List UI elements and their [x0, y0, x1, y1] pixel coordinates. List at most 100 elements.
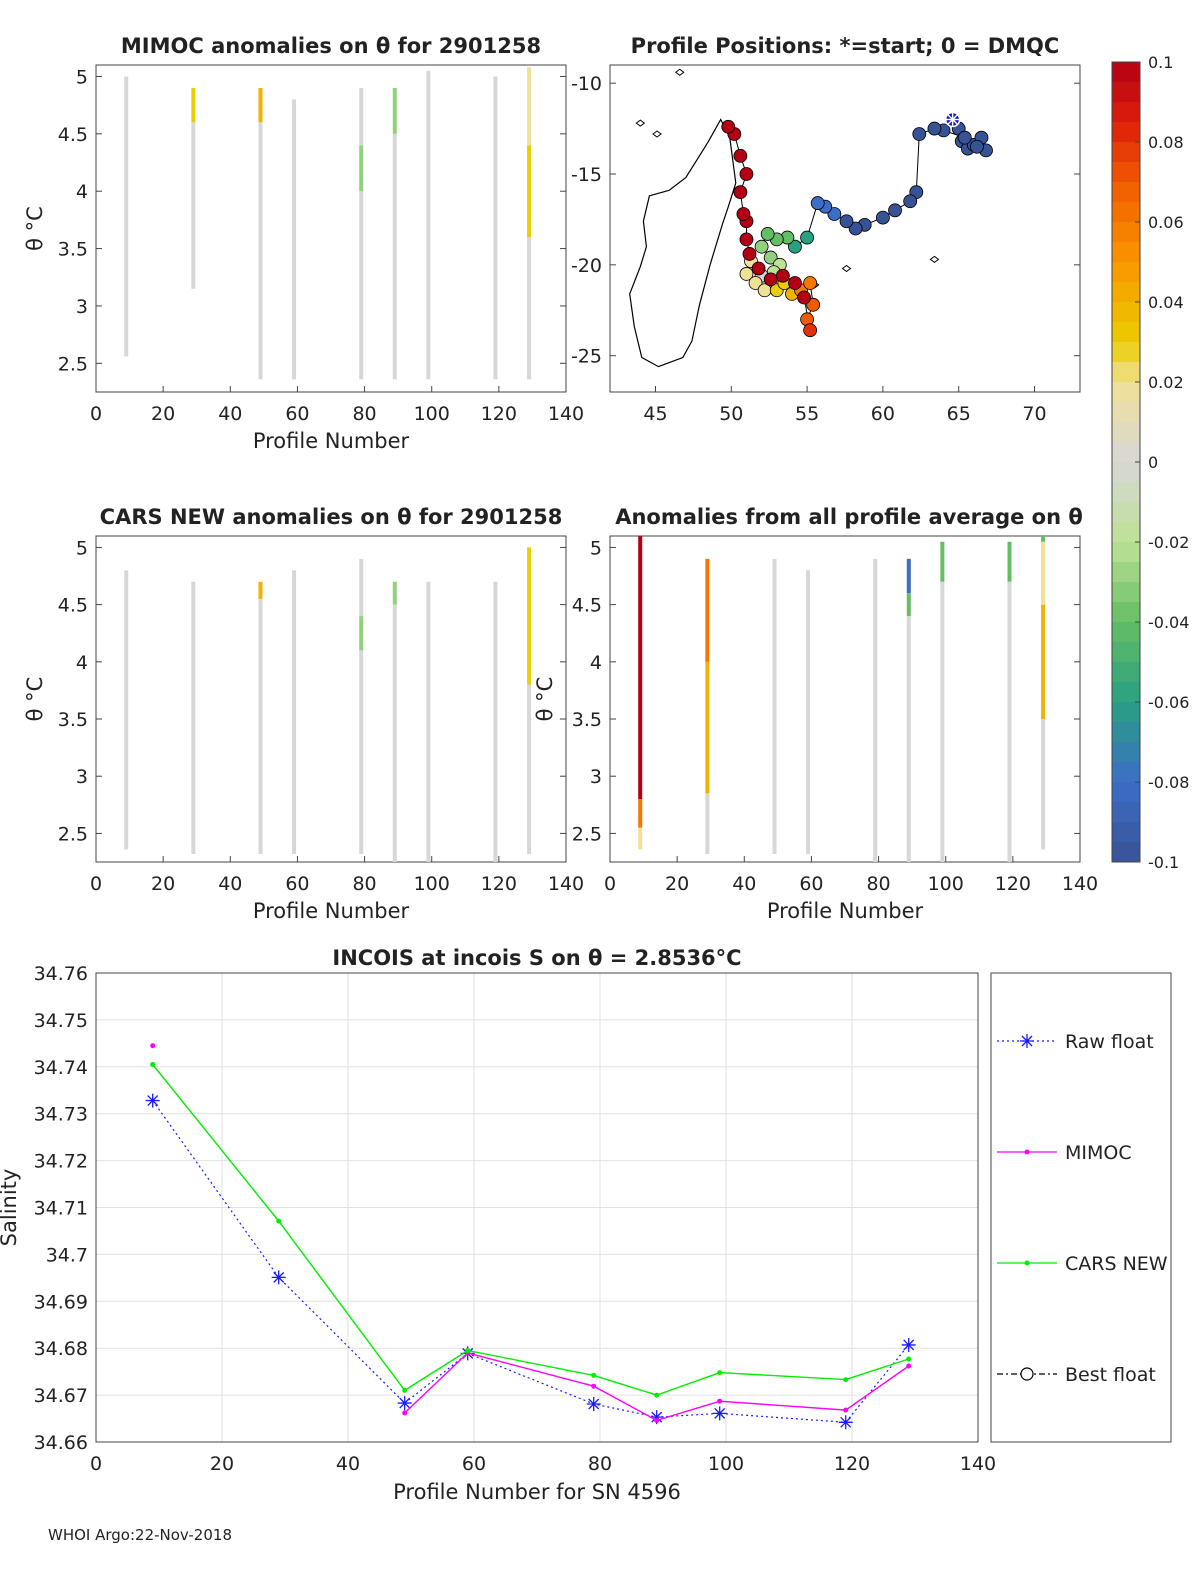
profile-position-point [957, 130, 972, 145]
colorbar-tick-label: 0.02 [1148, 373, 1184, 392]
anomaly-segment [359, 87, 364, 146]
x-tick-label: 80 [588, 1453, 612, 1475]
salinity-line-chart: 0 20 40 60 80 100 120 140 34.66 34.67 34.68 34.69 34… [0, 946, 1172, 1504]
colorbar-band [1112, 222, 1140, 243]
cars-new-point [591, 1372, 597, 1378]
profile-position-point [788, 239, 802, 254]
profile-position-point [775, 268, 790, 283]
profile-position-point [736, 207, 751, 221]
x-tick-label: 40 [218, 403, 242, 425]
anomaly-segment [258, 598, 263, 854]
x-tick-label: 0 [604, 873, 616, 895]
x-tick-label: 0 [90, 403, 102, 425]
x-tick-label: 120 [481, 403, 517, 425]
anomaly-segment [392, 581, 397, 605]
plot-frame [95, 972, 979, 1443]
colorbar-band [1112, 722, 1140, 743]
x-tick-label: 40 [218, 873, 242, 895]
colorbar-band [1112, 142, 1140, 163]
colorbar-band [1112, 482, 1140, 503]
colorbar-tick-label: -0.06 [1148, 693, 1189, 712]
plot-area [95, 64, 567, 393]
x-tick-label: 20 [665, 873, 689, 895]
anomaly-segment [258, 581, 263, 599]
anomaly-segment [191, 122, 196, 289]
y-tick-label: 2.5 [572, 823, 602, 845]
y-tick-label: 34.68 [34, 1338, 88, 1360]
anomaly-segment [292, 570, 297, 854]
x-tick-label: 40 [336, 1453, 360, 1475]
y-axis-label: θ °C [533, 677, 557, 722]
x-axis-label: Profile Number [767, 899, 924, 923]
x-tick-label: 100 [928, 873, 964, 895]
island-outline [674, 68, 685, 76]
colorbar-band [1112, 522, 1140, 543]
anomaly-segment [527, 547, 532, 617]
y-tick-label: -20 [571, 255, 602, 277]
anomaly-segment [359, 191, 364, 380]
anomaly-segment [705, 793, 710, 854]
x-tick-label: 100 [414, 873, 450, 895]
cars-new-point [717, 1370, 723, 1376]
raw-float-point [586, 1397, 601, 1412]
colorbar-band [1112, 462, 1140, 483]
anomaly-segment [359, 616, 364, 651]
start-marker-star [947, 113, 959, 126]
colorbar-band [1112, 102, 1140, 123]
anomaly-segment [1041, 604, 1046, 720]
all-profile-average-anomaly-panel: 0 20 40 60 80 100 120 140 2.5 3 3.5 4 4.5 5 Anomalies … [533, 505, 1098, 923]
anomaly-segment [806, 570, 811, 854]
profile-position-point [760, 227, 775, 241]
x-tick-label: 60 [462, 1453, 486, 1475]
x-tick-label: 100 [708, 1453, 744, 1475]
x-tick-label: 80 [352, 873, 376, 895]
anomaly-segment [359, 650, 364, 854]
panel-title: CARS NEW anomalies on θ for 2901258 [100, 505, 563, 529]
anomaly-segment [426, 70, 431, 380]
y-tick-label: 2.5 [58, 823, 88, 845]
raw-float-point [145, 1093, 160, 1108]
x-tick-label: 20 [151, 403, 175, 425]
mimoc-point [150, 1043, 156, 1049]
x-tick-label: 50 [719, 403, 743, 425]
colorbar-band [1112, 182, 1140, 203]
legend-marker [1020, 1367, 1034, 1381]
colorbar-band [1112, 382, 1140, 403]
y-tick-label: -25 [571, 346, 602, 368]
colorbar-band [1112, 322, 1140, 343]
colorbar-band [1112, 802, 1140, 823]
colorbar-band [1112, 342, 1140, 363]
y-tick-label: 34.71 [34, 1198, 88, 1220]
mimoc-point [402, 1410, 408, 1416]
colorbar-band [1112, 702, 1140, 723]
anomaly-segment [638, 799, 643, 828]
mimoc-point [906, 1363, 912, 1369]
anomaly-segment [527, 145, 532, 238]
madagascar-coastline [629, 118, 737, 368]
y-tick-label: 34.66 [34, 1432, 88, 1454]
x-tick-label: 60 [871, 403, 895, 425]
island-outline [652, 130, 662, 138]
x-tick-label: 140 [1062, 873, 1098, 895]
profile-position-point [876, 210, 890, 225]
x-tick-label: 20 [151, 873, 175, 895]
profile-position-point [742, 247, 757, 261]
colorbar-tick-label: 0 [1148, 453, 1158, 472]
anomaly-segment [1041, 536, 1046, 542]
profile-position-point [797, 290, 811, 305]
profile-position-point [803, 323, 818, 338]
y-tick-label: 4 [76, 181, 88, 203]
x-tick-label: 140 [960, 1453, 996, 1475]
raw-float-point [271, 1270, 286, 1285]
cars-new-point [402, 1387, 408, 1393]
anomaly-segment [124, 570, 129, 850]
y-tick-label: 3 [76, 296, 88, 318]
x-tick-label: 80 [352, 403, 376, 425]
x-tick-label: 100 [414, 403, 450, 425]
profile-position-point [739, 267, 754, 281]
profile-position-point [827, 207, 842, 221]
colorbar-band [1112, 282, 1140, 303]
colorbar-band [1112, 602, 1140, 623]
y-tick-label: 4.5 [58, 595, 88, 617]
